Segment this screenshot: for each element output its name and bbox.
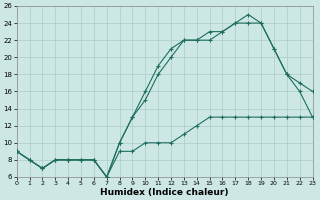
X-axis label: Humidex (Indice chaleur): Humidex (Indice chaleur) — [100, 188, 229, 197]
